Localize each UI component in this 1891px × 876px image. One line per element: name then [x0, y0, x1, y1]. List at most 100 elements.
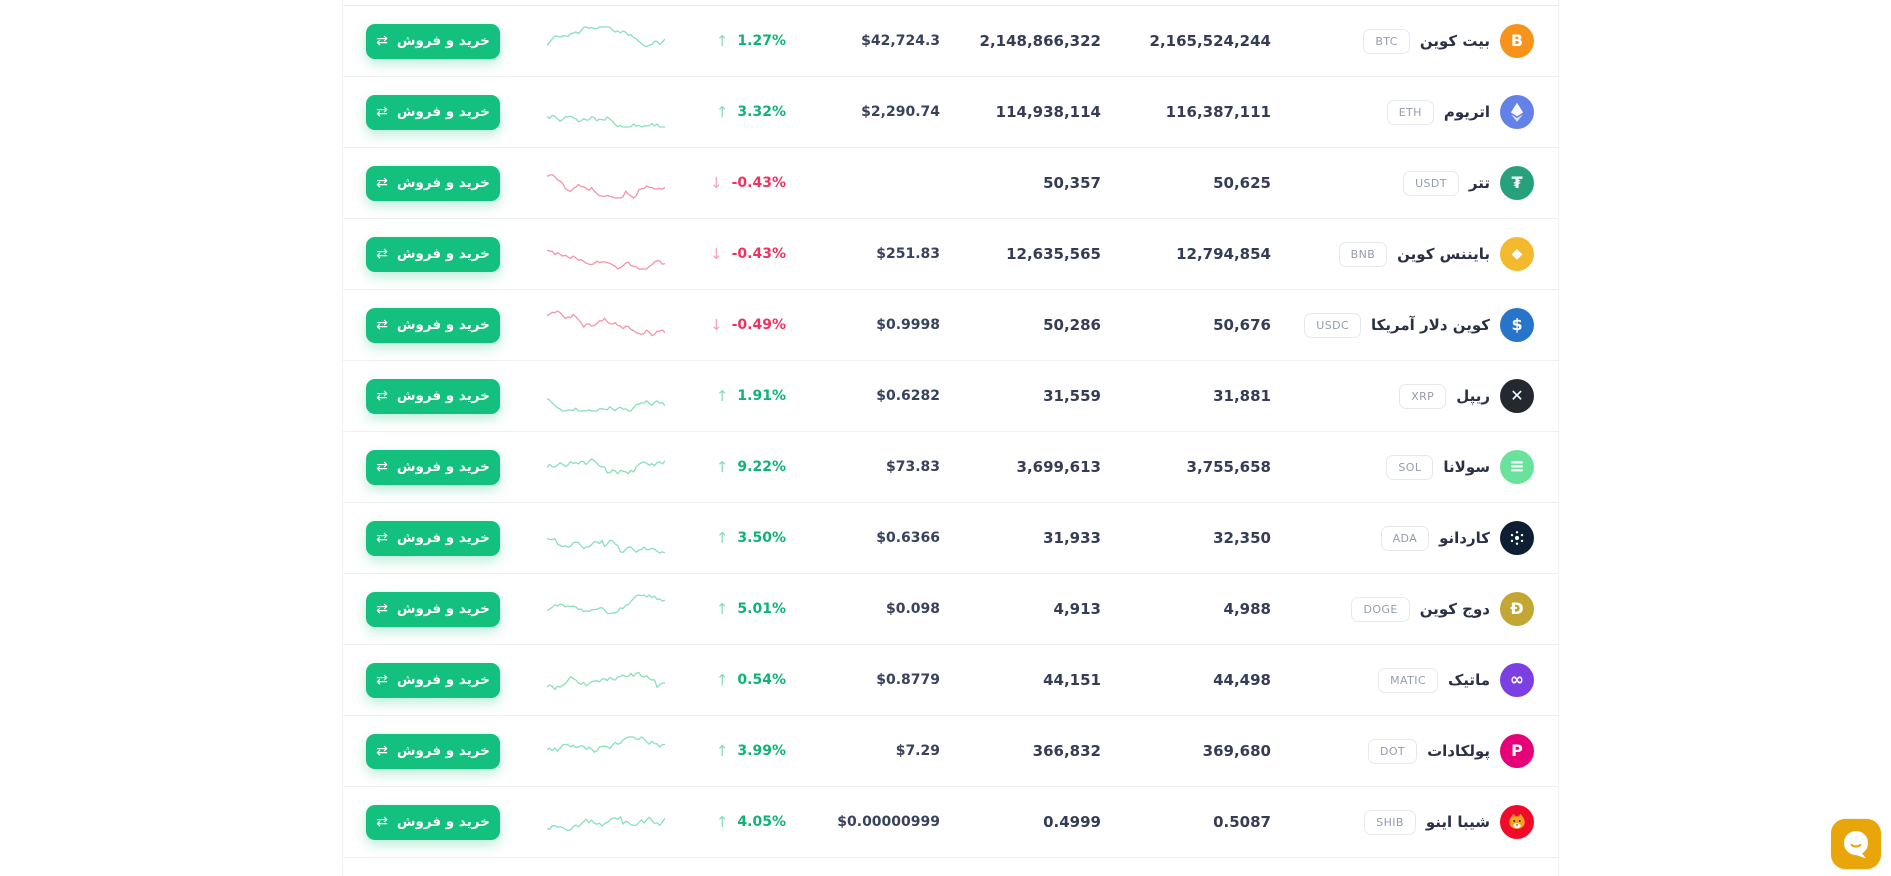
usdt-coin-icon: ₮: [1500, 166, 1534, 200]
coin-identity-cell: کاردانو ADA: [1380, 503, 1534, 573]
coin-name: سولانا: [1443, 458, 1490, 476]
change-percent: 4.05%: [737, 814, 786, 830]
btc-coin-icon: B: [1500, 24, 1534, 58]
arrow-up-icon: ↑: [715, 528, 729, 547]
price-sparkline-chart: [547, 165, 665, 202]
coin-symbol-badge: BTC: [1363, 28, 1410, 54]
arrow-up-icon: ↑: [715, 670, 729, 689]
coin-name: اتریوم: [1443, 103, 1490, 121]
arrow-up-icon: ↑: [715, 812, 729, 831]
price-toman-right: 369,680: [1202, 742, 1271, 760]
buy-sell-cell: خرید و فروش ⇄: [366, 219, 500, 289]
ada-coin-icon: [1500, 521, 1534, 555]
swap-arrows-icon: ⇄: [376, 672, 388, 688]
coin-name: تتر: [1468, 174, 1490, 192]
change-percent-cell: ↓ -0.43%: [656, 148, 786, 218]
coin-identity-cell: ✕ ریپل XRP: [1399, 361, 1534, 431]
price-toman-left: 2,148,866,322: [979, 32, 1101, 50]
buy-sell-button[interactable]: خرید و فروش ⇄: [366, 733, 500, 769]
usd-price: $0.00000999: [837, 814, 940, 830]
change-percent-cell: ↑ 1.91%: [656, 361, 786, 431]
change-percent: -0.49%: [731, 317, 786, 333]
coin-table-row[interactable]: اتریوم ETH 116,387,111 114,938,114 $2,29…: [343, 77, 1558, 148]
buy-sell-button-label: خرید و فروش: [396, 672, 490, 688]
buy-sell-button[interactable]: خرید و فروش ⇄: [366, 520, 500, 556]
coin-table-row[interactable]: P پولکادات DOT 369,680 366,832 $7.29 ↑ 3…: [343, 716, 1558, 787]
coin-table-row[interactable]: شیبا اینو SHIB 0.5087 0.4999 $0.00000999…: [343, 787, 1558, 858]
price-toman-left: 366,832: [1032, 742, 1101, 760]
coin-table-row[interactable]: $ کوین دلار آمریکا USDC 50,676 50,286 $0…: [343, 290, 1558, 361]
dot-coin-icon: P: [1500, 734, 1534, 768]
coin-table-row[interactable]: ✕ ریپل XRP 31,881 31,559 $0.6282 ↑ 1.91%…: [343, 361, 1558, 432]
bnb-coin-icon: ◆: [1500, 237, 1534, 271]
change-percent-cell: ↑ 4.05%: [656, 787, 786, 857]
coin-symbol-badge: ADA: [1380, 525, 1430, 551]
buy-sell-button[interactable]: خرید و فروش ⇄: [366, 591, 500, 627]
buy-sell-button[interactable]: خرید و فروش ⇄: [366, 23, 500, 59]
usd-price: $251.83: [876, 246, 940, 262]
buy-sell-button-label: خرید و فروش: [396, 388, 490, 404]
price-toman-right: 116,387,111: [1165, 103, 1271, 121]
buy-sell-button[interactable]: خرید و فروش ⇄: [366, 449, 500, 485]
buy-sell-button[interactable]: خرید و فروش ⇄: [366, 236, 500, 272]
coin-identity-cell: ∞ ماتیک MATIC: [1378, 645, 1534, 715]
price-toman-right: 50,625: [1213, 174, 1271, 192]
change-percent: -0.43%: [731, 175, 786, 191]
coin-symbol-badge: SOL: [1386, 454, 1434, 480]
swap-arrows-icon: ⇄: [376, 104, 388, 120]
swap-arrows-icon: ⇄: [376, 814, 388, 830]
arrow-up-icon: ↑: [715, 31, 729, 50]
live-chat-widget-button[interactable]: [1829, 817, 1883, 871]
price-toman-left: 114,938,114: [995, 103, 1101, 121]
change-percent: 3.50%: [737, 530, 786, 546]
coin-table-row[interactable]: ∞ ماتیک MATIC 44,498 44,151 $0.8779 ↑ 0.…: [343, 645, 1558, 716]
coin-name: ماتیک: [1447, 671, 1490, 689]
coin-table-row[interactable]: کاردانو ADA 32,350 31,933 $0.6366 ↑ 3.50…: [343, 503, 1558, 574]
coin-name: شیبا اینو: [1425, 813, 1490, 831]
price-toman-right: 4,988: [1223, 600, 1271, 618]
buy-sell-button-label: خرید و فروش: [396, 743, 490, 759]
price-toman-left: 44,151: [1043, 671, 1101, 689]
coin-name: کوین دلار آمریکا: [1371, 316, 1490, 334]
coin-identity-cell: اتریوم ETH: [1386, 77, 1534, 147]
coin-table-row[interactable]: ₮ تتر USDT 50,625 50,357 ↓ -0.43% خرید و…: [343, 148, 1558, 219]
usdc-coin-icon: $: [1500, 308, 1534, 342]
change-percent: 1.27%: [737, 33, 786, 49]
price-sparkline-chart: [547, 591, 665, 628]
buy-sell-button[interactable]: خرید و فروش ⇄: [366, 94, 500, 130]
buy-sell-button[interactable]: خرید و فروش ⇄: [366, 662, 500, 698]
change-percent-cell: ↑ 3.50%: [656, 503, 786, 573]
buy-sell-button[interactable]: خرید و فروش ⇄: [366, 804, 500, 840]
price-toman-left: 12,635,565: [1006, 245, 1101, 263]
matic-coin-icon: ∞: [1500, 663, 1534, 697]
coin-table-row[interactable]: ≡ سولانا SOL 3,755,658 3,699,613 $73.83 …: [343, 432, 1558, 503]
buy-sell-button[interactable]: خرید و فروش ⇄: [366, 378, 500, 414]
buy-sell-cell: خرید و فروش ⇄: [366, 716, 500, 786]
coin-name: دوج کوین: [1419, 600, 1490, 618]
change-percent: 0.54%: [737, 672, 786, 688]
coin-name: ریپل: [1456, 387, 1490, 405]
buy-sell-button-label: خرید و فروش: [396, 33, 490, 49]
coin-symbol-badge: USDT: [1403, 170, 1459, 196]
price-toman-right: 31,881: [1213, 387, 1271, 405]
sol-coin-icon: ≡: [1500, 450, 1534, 484]
coin-symbol-badge: XRP: [1399, 383, 1447, 409]
usd-price: $2,290.74: [861, 104, 940, 120]
buy-sell-button-label: خرید و فروش: [396, 317, 490, 333]
arrow-up-icon: ↑: [715, 386, 729, 405]
coin-identity-cell: شیبا اینو SHIB: [1364, 787, 1534, 857]
coin-table-row[interactable]: B بیت کوین BTC 2,165,524,244 2,148,866,3…: [343, 6, 1558, 77]
change-percent-cell: ↓ -0.43%: [656, 219, 786, 289]
coin-identity-cell: $ کوین دلار آمریکا USDC: [1304, 290, 1534, 360]
price-sparkline-chart: [547, 307, 665, 344]
price-toman-left: 31,933: [1043, 529, 1101, 547]
price-toman-left: 0.4999: [1043, 813, 1101, 831]
coin-symbol-badge: ETH: [1386, 99, 1434, 125]
coin-table-row[interactable]: Đ دوج کوین DOGE 4,988 4,913 $0.098 ↑ 5.0…: [343, 574, 1558, 645]
buy-sell-button[interactable]: خرید و فروش ⇄: [366, 165, 500, 201]
usd-price: $7.29: [895, 743, 940, 759]
coin-identity-cell: ◆ بایننس کوین BNB: [1338, 219, 1534, 289]
buy-sell-button[interactable]: خرید و فروش ⇄: [366, 307, 500, 343]
coin-table-row[interactable]: ◆ بایننس کوین BNB 12,794,854 12,635,565 …: [343, 219, 1558, 290]
